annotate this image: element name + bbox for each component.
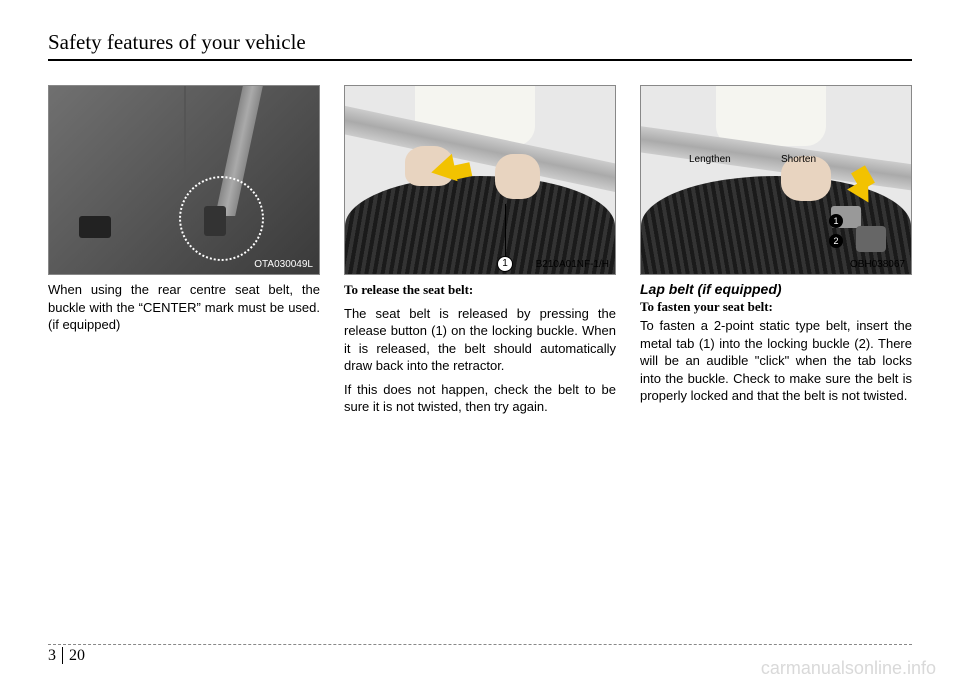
callout-line (505, 204, 506, 264)
figure-release-belt: 1 B210A01NF-1/H (344, 85, 616, 275)
page-title: Safety features of your vehicle (48, 30, 912, 61)
highlight-circle (179, 176, 264, 261)
figure-code: B210A01NF-1/H (536, 259, 609, 270)
figure-code: OBH038067 (850, 259, 905, 270)
figure-lap-belt: Lengthen Shorten 1 2 OBH038067 (640, 85, 912, 275)
callout-number-1: 1 (497, 256, 513, 272)
content-columns: OTA030049L When using the rear centre se… (48, 85, 912, 422)
col3-paragraph-1: To fasten a 2-point static type belt, in… (640, 317, 912, 405)
label-shorten: Shorten (781, 154, 816, 165)
watermark: carmanualsonline.info (761, 658, 936, 679)
col2-heading: To release the seat belt: (344, 281, 616, 299)
col2-paragraph-1: The seat belt is released by pressing th… (344, 305, 616, 375)
col3-subheading: To fasten your seat belt: (640, 299, 912, 315)
column-1: OTA030049L When using the rear centre se… (48, 85, 320, 422)
section-number: 3 (48, 647, 63, 664)
manual-page: Safety features of your vehicle OTA03004… (0, 0, 960, 689)
seat-seam (184, 86, 186, 180)
callout-number-2: 2 (829, 234, 843, 248)
column-2: 1 B210A01NF-1/H To release the seat belt… (344, 85, 616, 422)
callout-number-1: 1 (829, 214, 843, 228)
locking-buckle (856, 226, 886, 252)
label-lengthen: Lengthen (689, 154, 731, 165)
hand-right (495, 154, 540, 199)
figure-code: OTA030049L (254, 259, 313, 270)
figure-rear-center-belt: OTA030049L (48, 85, 320, 275)
person-torso (716, 86, 826, 146)
buckle-left (79, 216, 111, 238)
col2-paragraph-2: If this does not happen, check the belt … (344, 381, 616, 416)
page-number-value: 20 (69, 647, 85, 664)
col3-section-title: Lap belt (if equipped) (640, 281, 912, 297)
column-3: Lengthen Shorten 1 2 OBH038067 Lap belt … (640, 85, 912, 422)
col1-text: When using the rear centre seat belt, th… (48, 281, 320, 334)
